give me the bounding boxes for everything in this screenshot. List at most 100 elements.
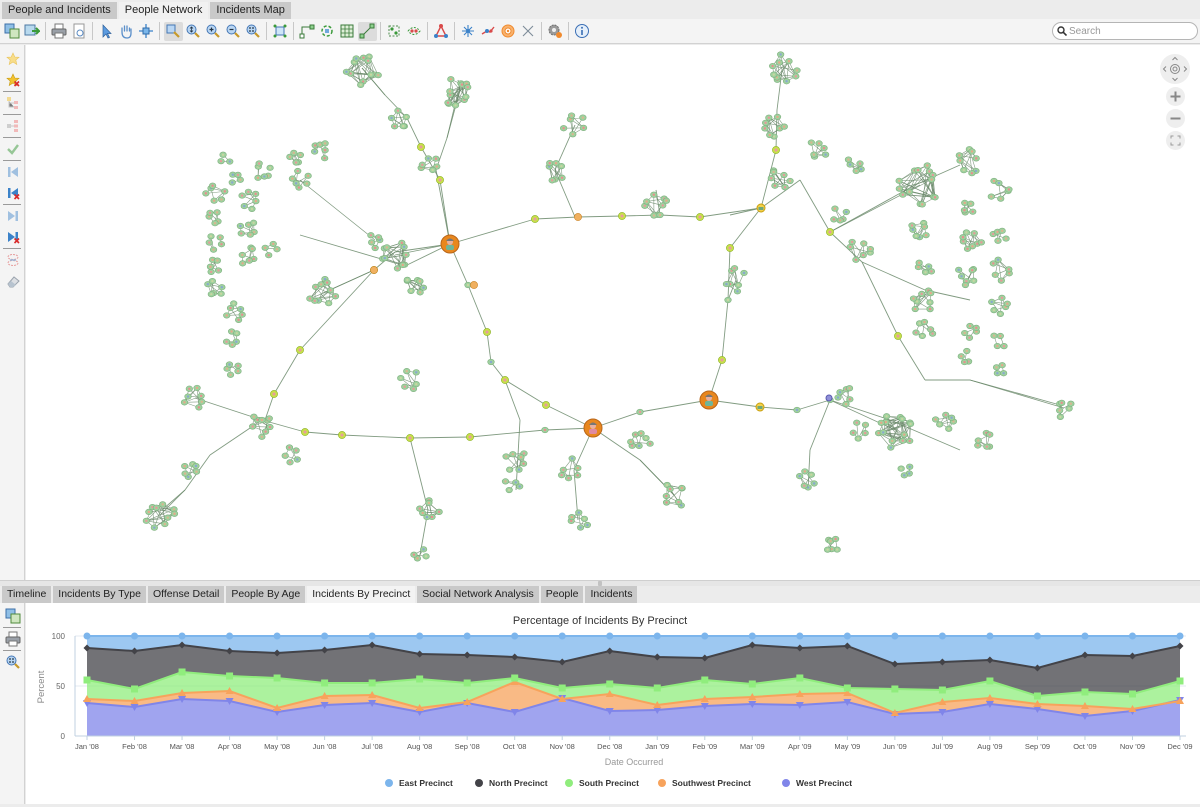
person-node[interactable] <box>1004 301 1011 307</box>
person-node[interactable] <box>245 189 252 195</box>
person-node[interactable] <box>769 63 776 69</box>
data-point-east[interactable] <box>179 633 186 640</box>
layout-organic-icon[interactable] <box>271 22 290 41</box>
export-icon[interactable] <box>23 22 42 41</box>
person-node[interactable] <box>181 400 188 406</box>
person-node[interactable] <box>235 172 242 178</box>
person-node[interactable] <box>549 178 556 184</box>
person-node[interactable] <box>584 522 591 528</box>
person-node[interactable] <box>151 525 158 531</box>
person-node[interactable] <box>821 145 828 151</box>
person-node[interactable] <box>928 177 935 183</box>
person-node[interactable] <box>781 172 788 178</box>
person-node[interactable] <box>311 149 318 155</box>
person-node[interactable] <box>447 89 454 95</box>
person-node[interactable] <box>153 505 160 511</box>
person-node[interactable] <box>1000 370 1007 376</box>
person-node[interactable] <box>948 415 955 421</box>
person-node[interactable] <box>942 412 949 418</box>
person-node[interactable] <box>223 339 230 345</box>
person-node[interactable] <box>994 343 1001 349</box>
fullscreen-control[interactable] <box>1166 131 1185 150</box>
person-node[interactable] <box>967 201 974 207</box>
person-node[interactable] <box>1003 236 1010 242</box>
person-node[interactable] <box>375 72 382 78</box>
data-point-east[interactable] <box>321 633 328 640</box>
person-node[interactable] <box>768 175 775 181</box>
person-node[interactable] <box>901 432 908 438</box>
person-node[interactable] <box>270 241 277 247</box>
person-node[interactable] <box>218 241 225 247</box>
person-node[interactable] <box>924 163 931 169</box>
data-point-east[interactable] <box>511 633 518 640</box>
person-node[interactable] <box>849 239 856 245</box>
person-node[interactable] <box>880 430 887 436</box>
person-node[interactable] <box>542 427 549 433</box>
person-node[interactable] <box>401 244 408 250</box>
person-node[interactable] <box>997 311 1004 317</box>
person-node[interactable] <box>391 123 398 129</box>
person-node[interactable] <box>811 481 818 487</box>
person-node[interactable] <box>910 296 917 302</box>
person-node[interactable] <box>274 246 281 252</box>
person-node[interactable] <box>916 260 923 266</box>
person-node[interactable] <box>207 264 214 270</box>
person-node[interactable] <box>887 445 894 451</box>
person-node[interactable] <box>463 94 470 100</box>
person-node[interactable] <box>575 510 582 516</box>
person-node[interactable] <box>921 224 928 230</box>
person-node[interactable] <box>368 232 375 238</box>
person-node[interactable] <box>246 258 253 264</box>
search-box[interactable] <box>1052 22 1198 40</box>
tab-people-and-incidents[interactable]: People and Incidents <box>2 2 117 19</box>
person-node[interactable] <box>143 518 150 524</box>
person-node[interactable] <box>801 483 808 489</box>
layout-grid-icon[interactable] <box>338 22 357 41</box>
data-point-south[interactable] <box>464 680 471 687</box>
person-node[interactable] <box>906 464 913 470</box>
person-node[interactable] <box>226 159 233 165</box>
person-node[interactable] <box>958 273 965 279</box>
person-node[interactable] <box>663 198 670 204</box>
person-node[interactable] <box>262 245 269 251</box>
person-node[interactable] <box>932 417 939 423</box>
person-node[interactable] <box>915 167 922 173</box>
person-node[interactable] <box>448 76 455 82</box>
person-node[interactable] <box>218 291 225 297</box>
data-point-south[interactable] <box>986 678 993 685</box>
hub-node[interactable] <box>700 391 718 409</box>
print-preview-icon[interactable] <box>70 22 89 41</box>
person-node[interactable] <box>962 282 969 288</box>
person-node[interactable] <box>510 451 517 457</box>
person-node[interactable] <box>368 240 375 246</box>
person-node[interactable] <box>862 422 869 428</box>
data-point-south[interactable] <box>226 673 233 680</box>
person-node[interactable] <box>408 288 415 294</box>
person-node[interactable] <box>394 266 401 272</box>
person-node[interactable] <box>994 370 1001 376</box>
save-chart-icon[interactable] <box>0 606 25 626</box>
person-node[interactable] <box>900 438 907 444</box>
person-node[interactable] <box>546 160 553 166</box>
person-node[interactable] <box>999 362 1006 368</box>
person-node[interactable] <box>413 370 420 376</box>
incident-node[interactable] <box>338 431 345 438</box>
person-node[interactable] <box>832 206 839 212</box>
person-node[interactable] <box>956 153 963 159</box>
person-node[interactable] <box>794 68 801 74</box>
data-point-south[interactable] <box>606 681 613 688</box>
eraser-icon[interactable] <box>0 271 25 291</box>
person-node[interactable] <box>304 181 311 187</box>
zoom-out-icon[interactable] <box>224 22 243 41</box>
person-node[interactable] <box>966 335 973 341</box>
incident-node[interactable] <box>574 213 581 220</box>
tab-people-network[interactable]: People Network <box>119 2 209 19</box>
person-node[interactable] <box>210 247 217 253</box>
person-node[interactable] <box>657 212 664 218</box>
person-node[interactable] <box>318 282 325 288</box>
person-node[interactable] <box>667 486 674 492</box>
move-node-icon[interactable] <box>137 22 156 41</box>
person-node[interactable] <box>247 232 254 238</box>
person-node[interactable] <box>918 291 925 297</box>
person-node[interactable] <box>384 245 391 251</box>
